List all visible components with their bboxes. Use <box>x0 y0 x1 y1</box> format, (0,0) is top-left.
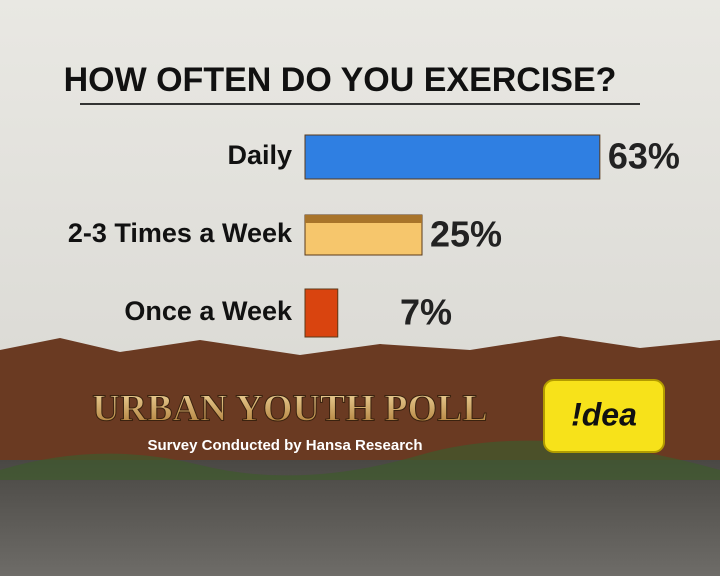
footer-subtitle: Survey Conducted by Hansa Research <box>147 437 422 454</box>
footer-title: URBAN YOUTH POLL <box>92 388 488 430</box>
category-label: 2-3 Times a Week <box>68 218 293 248</box>
bar <box>304 134 601 180</box>
value-label: 25% <box>430 214 502 255</box>
sponsor-logo <box>543 379 665 453</box>
category-label: Once a Week <box>124 296 293 326</box>
value-label: 63% <box>608 136 680 177</box>
category-label: Daily <box>227 140 292 170</box>
chart-title: HOW OFTEN DO YOU EXERCISE? <box>64 61 617 99</box>
brick-wall <box>0 336 720 470</box>
value-label: 7% <box>400 292 452 333</box>
bar <box>304 288 339 338</box>
grass <box>0 440 720 480</box>
bar-top <box>305 215 422 223</box>
sponsor-name: !dea <box>571 396 637 432</box>
bars: Daily 63% 2-3 Times a Week 25% Once a Week 7% <box>68 134 680 338</box>
